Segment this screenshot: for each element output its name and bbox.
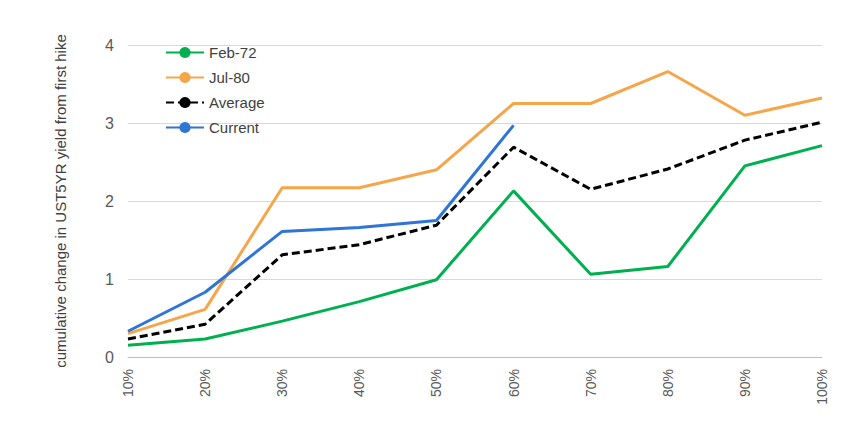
svg-text:0: 0 [105,349,114,366]
svg-text:2: 2 [105,193,114,210]
svg-text:Jul-80: Jul-80 [209,69,250,86]
svg-text:30%: 30% [274,369,290,397]
svg-text:90%: 90% [737,369,753,397]
svg-text:20%: 20% [197,369,213,397]
svg-text:3: 3 [105,115,114,132]
svg-text:4: 4 [105,37,114,54]
svg-text:Feb-72: Feb-72 [209,44,257,61]
svg-text:Current: Current [209,119,260,136]
svg-text:70%: 70% [583,369,599,397]
svg-text:1: 1 [105,271,114,288]
svg-text:60%: 60% [506,369,522,397]
svg-text:cumulative change in UST5YR yi: cumulative change in UST5YR yield from f… [52,34,69,367]
svg-text:100%: 100% [814,369,830,405]
svg-text:10%: 10% [120,369,136,397]
svg-text:50%: 50% [428,369,444,397]
svg-text:Average: Average [209,94,265,111]
svg-text:40%: 40% [351,369,367,397]
svg-text:80%: 80% [660,369,676,397]
